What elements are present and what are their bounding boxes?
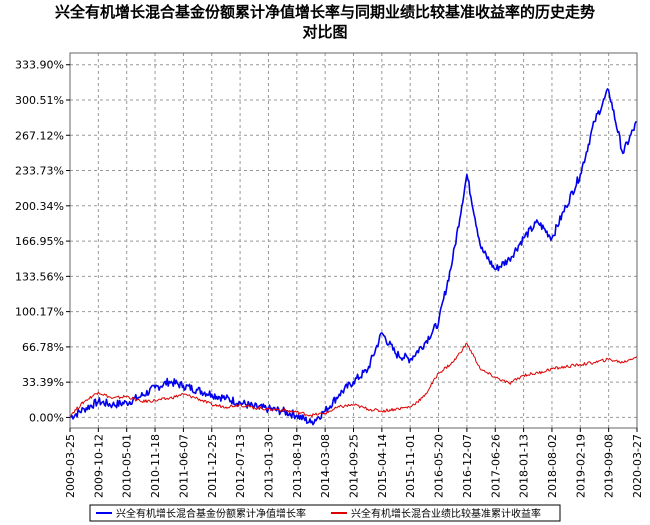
- fund-series-line: [69, 88, 638, 426]
- x-tick-label: 2015-04-14: [376, 434, 389, 498]
- y-tick-label: 0.00%: [29, 411, 64, 424]
- legend: 兴全有机增长混合基金份额累计净值增长率 兴全有机增长混合业绩比较基准累计收益率: [89, 504, 561, 522]
- y-tick-label: 333.90%: [15, 59, 64, 72]
- x-tick-label: 2013-08-19: [291, 434, 304, 498]
- legend-label-benchmark: 兴全有机增长混合业绩比较基准累计收益率: [351, 507, 541, 520]
- benchmark-series-line: [69, 343, 638, 418]
- y-tick-label: 133.56%: [15, 270, 64, 283]
- x-tick-label: 2016-12-07: [461, 434, 474, 498]
- x-tick-label: 2015-11-01: [404, 434, 417, 498]
- y-tick-label: 166.95%: [15, 235, 64, 248]
- x-tick-label: 2019-09-08: [603, 434, 616, 498]
- x-tick-label: 2014-09-25: [348, 434, 361, 498]
- y-tick-label: 233.73%: [15, 165, 64, 178]
- legend-box: [89, 504, 561, 522]
- x-tick-label: 2010-05-01: [121, 434, 134, 498]
- legend-label-fund: 兴全有机增长混合基金份额累计净值增长率: [116, 507, 306, 520]
- x-tick-label: 2011-12-25: [206, 434, 219, 498]
- grid: [70, 53, 637, 428]
- x-tick-label: 2017-06-26: [489, 434, 502, 498]
- x-tick-label: 2016-05-20: [433, 434, 446, 498]
- x-tick-label: 2018-01-13: [518, 434, 531, 498]
- x-tick-label: 2012-07-13: [234, 434, 247, 498]
- y-tick-label: 267.12%: [15, 129, 64, 142]
- x-tick-label: 2013-01-30: [262, 434, 275, 498]
- x-tick-label: 2009-03-25: [64, 434, 77, 498]
- chart-title-line-2: 对比图: [302, 23, 348, 41]
- x-axis-ticks: 2009-03-25 2009-10-12 2010-05-01 2010-11-18…: [64, 428, 644, 498]
- y-tick-label: 33.39%: [22, 376, 64, 389]
- chart-title: 兴全有机增长混合基金份额累计净值增长率与同期业绩比较基准收益率的历史走势 对比图: [0, 2, 650, 42]
- y-tick-label: 300.51%: [15, 94, 64, 107]
- x-tick-label: 2009-10-12: [92, 434, 105, 498]
- x-tick-label: 2020-03-27: [631, 434, 644, 498]
- x-tick-label: 2019-02-19: [574, 434, 587, 498]
- y-tick-label: 66.78%: [22, 341, 64, 354]
- x-tick-label: 2014-03-08: [319, 434, 332, 498]
- series-lines: [69, 88, 638, 426]
- chart-title-line-1: 兴全有机增长混合基金份额累计净值增长率与同期业绩比较基准收益率的历史走势: [54, 3, 595, 21]
- x-tick-label: 2010-11-18: [149, 434, 162, 498]
- y-axis-ticks: 0.00% 33.39% 66.78% 100.17% 133.56% 166.95% 20…: [15, 59, 70, 424]
- x-tick-label: 2011-06-07: [177, 434, 190, 498]
- y-tick-label: 100.17%: [15, 306, 64, 319]
- x-tick-label: 2018-08-02: [546, 434, 559, 498]
- y-tick-label: 200.34%: [15, 200, 64, 213]
